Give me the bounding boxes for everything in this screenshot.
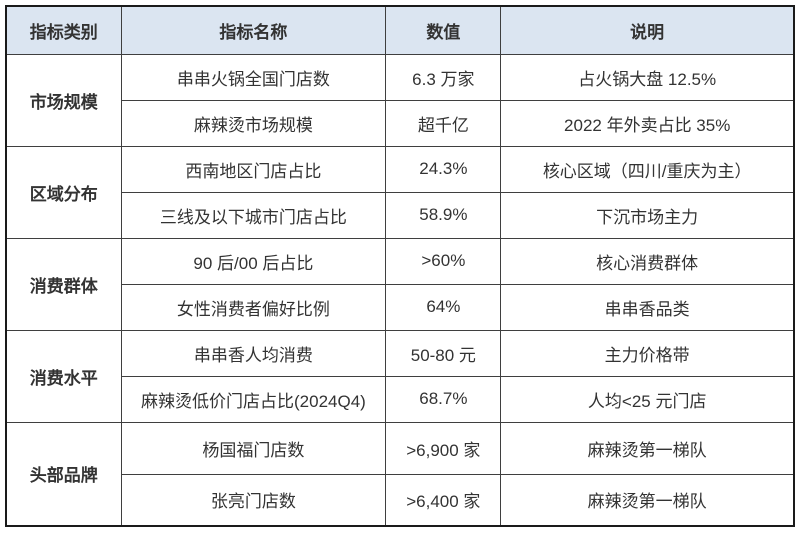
- note-cell: 串串香品类: [500, 283, 795, 331]
- table-row: 区域分布 西南地区门店占比 24.3% 核心区域（四川/重庆为主）: [5, 145, 795, 239]
- table-header: 指标类别 指标名称 数值 说明: [5, 5, 795, 55]
- note-cell: 麻辣烫第一梯队: [500, 473, 795, 527]
- note-cell: 核心区域（四川/重庆为主）: [500, 145, 795, 193]
- table-row: 张亮门店数 >6,400 家 麻辣烫第一梯队: [6, 473, 795, 527]
- indicator-name-cell: 串串香人均消费: [120, 329, 387, 377]
- category-cell-region-distribution: 区域分布: [5, 145, 122, 239]
- statistics-table: 指标类别 指标名称 数值 说明 市场规模 串串火锅全国门店数 6.3 万家 占火…: [5, 5, 795, 527]
- indicator-name-cell: 麻辣烫市场规模: [120, 99, 387, 147]
- indicator-name-cell: 三线及以下城市门店占比: [120, 191, 387, 239]
- value-cell: 24.3%: [385, 145, 502, 193]
- table-row: 消费群体 90 后/00 后占比 >60% 核心消费群体: [5, 237, 795, 331]
- table-row: 三线及以下城市门店占比 58.9% 下沉市场主力: [6, 191, 795, 239]
- note-cell: 核心消费群体: [500, 237, 795, 285]
- header-row: 指标类别 指标名称 数值 说明: [5, 5, 795, 55]
- column-header-value: 数值: [385, 5, 502, 55]
- category-cell-consumer-group: 消费群体: [5, 237, 122, 331]
- note-cell: 占火锅大盘 12.5%: [500, 53, 795, 101]
- value-cell: 50-80 元: [385, 329, 502, 377]
- indicator-name-cell: 西南地区门店占比: [120, 145, 387, 193]
- category-cell-consumption-level: 消费水平: [5, 329, 122, 423]
- value-cell: 超千亿: [385, 99, 502, 147]
- note-cell: 主力价格带: [500, 329, 795, 377]
- value-cell: >60%: [385, 237, 502, 285]
- indicator-name-cell: 杨国福门店数: [120, 421, 387, 475]
- table-row: 头部品牌 杨国福门店数 >6,900 家 麻辣烫第一梯队: [5, 421, 795, 527]
- indicator-name-cell: 90 后/00 后占比: [120, 237, 387, 285]
- indicator-name-cell: 女性消费者偏好比例: [120, 283, 387, 331]
- category-cell-top-brands: 头部品牌: [5, 421, 122, 527]
- indicator-name-cell: 麻辣烫低价门店占比(2024Q4): [120, 375, 387, 423]
- table-row: 市场规模 串串火锅全国门店数 6.3 万家 占火锅大盘 12.5%: [5, 53, 795, 147]
- table-row: 消费水平 串串香人均消费 50-80 元 主力价格带: [5, 329, 795, 423]
- note-cell: 2022 年外卖占比 35%: [500, 99, 795, 147]
- note-cell: 下沉市场主力: [500, 191, 795, 239]
- column-header-note: 说明: [500, 5, 795, 55]
- value-cell: 58.9%: [385, 191, 502, 239]
- table-row: 麻辣烫市场规模 超千亿 2022 年外卖占比 35%: [6, 99, 795, 147]
- value-cell: >6,900 家: [385, 421, 502, 475]
- value-cell: >6,400 家: [385, 473, 502, 527]
- value-cell: 68.7%: [385, 375, 502, 423]
- value-cell: 64%: [385, 283, 502, 331]
- note-cell: 人均<25 元门店: [500, 375, 795, 423]
- indicator-name-cell: 串串火锅全国门店数: [120, 53, 387, 101]
- table-row: 麻辣烫低价门店占比(2024Q4) 68.7% 人均<25 元门店: [6, 375, 795, 423]
- indicator-name-cell: 张亮门店数: [120, 473, 387, 527]
- table-row: 女性消费者偏好比例 64% 串串香品类: [6, 283, 795, 331]
- column-header-category: 指标类别: [5, 5, 122, 55]
- table-body: 市场规模 串串火锅全国门店数 6.3 万家 占火锅大盘 12.5% 麻辣烫市场规…: [5, 53, 795, 527]
- value-cell: 6.3 万家: [385, 53, 502, 101]
- category-cell-market-scale: 市场规模: [5, 53, 122, 147]
- note-cell: 麻辣烫第一梯队: [500, 421, 795, 475]
- column-header-name: 指标名称: [120, 5, 387, 55]
